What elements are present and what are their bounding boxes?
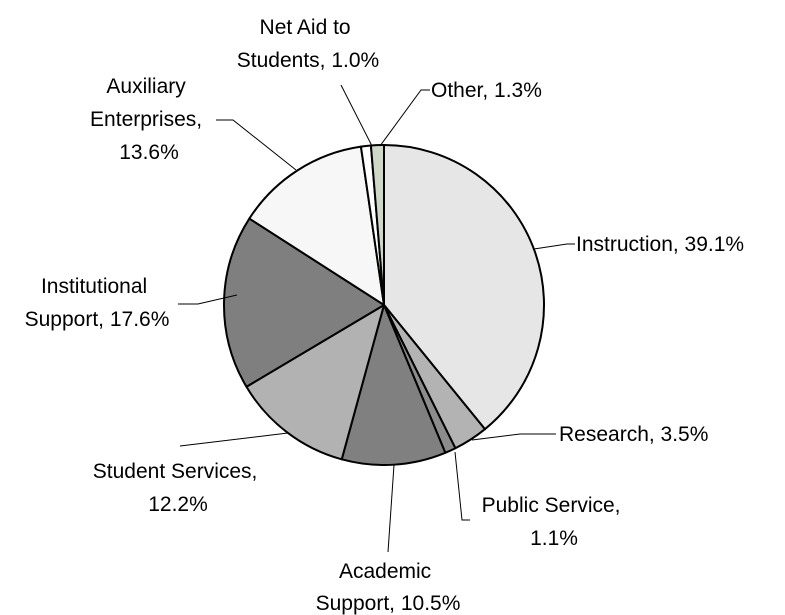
data-label-net-aid-line-1: Net Aid to <box>260 16 351 39</box>
data-label-research: Research, 3.5% <box>559 423 708 446</box>
data-label-auxiliary-enterprises-line-1: Auxiliary <box>106 75 186 98</box>
data-label-auxiliary-enterprises-line-2: Enterprises, <box>90 108 202 131</box>
pie-slice-6 <box>248 145 385 306</box>
data-label-public-service: Public Service, 1.1% <box>482 494 627 550</box>
pie-slice-0 <box>383 144 545 431</box>
data-label-student-services-line-2: 12.2% <box>148 493 208 516</box>
data-label-student-services: Student Services, 12.2% <box>93 460 263 516</box>
data-label-academic-support: Academic Support, 10.5% <box>316 560 461 615</box>
data-label-instruction-line: Instruction, 39.1% <box>576 233 744 256</box>
leader-line-institutional-support <box>178 294 238 305</box>
leader-line-instruction <box>533 243 575 250</box>
data-label-auxiliary-enterprises: Auxiliary Enterprises, 13.6% <box>90 75 208 164</box>
leader-line-public-service <box>454 451 470 521</box>
data-label-net-aid-line-2: Students, 1.0% <box>237 49 379 72</box>
leader-lines <box>178 84 575 553</box>
data-label-academic-support-line-2: Support, 10.5% <box>316 592 461 615</box>
pie-slice-4 <box>245 304 385 461</box>
leader-line-other <box>379 89 430 147</box>
data-label-public-service-line-2: 1.1% <box>530 527 578 550</box>
data-label-public-service-line-1: Public Service, <box>482 494 621 517</box>
data-labels: Instruction, 39.1% Research, 3.5% Public… <box>25 16 744 615</box>
data-label-instruction: Instruction, 39.1% <box>576 233 744 256</box>
pie-slice-3 <box>340 304 447 466</box>
pie-slice-5 <box>223 217 385 388</box>
data-label-other: Other, 1.3% <box>431 79 542 102</box>
data-label-institutional-support-line-2: Support, 17.6% <box>25 308 170 331</box>
leader-line-net-aid <box>340 84 373 147</box>
data-label-institutional-support-line-1: Institutional <box>41 275 147 298</box>
data-label-net-aid: Net Aid to Students, 1.0% <box>237 16 379 72</box>
leader-line-academic-support <box>387 464 395 553</box>
leader-line-research <box>471 433 556 441</box>
data-label-institutional-support: Institutional Support, 17.6% <box>25 275 170 331</box>
data-label-other-line: Other, 1.3% <box>431 79 542 102</box>
data-label-academic-support-line-1: Academic <box>339 560 431 583</box>
data-label-research-line: Research, 3.5% <box>559 423 708 446</box>
leader-line-auxiliary-enterprises <box>216 119 297 171</box>
pie-slices <box>223 143 545 466</box>
leader-line-student-services <box>179 432 289 447</box>
data-label-auxiliary-enterprises-line-3: 13.6% <box>119 141 179 164</box>
pie-slice-8 <box>369 143 385 306</box>
data-label-student-services-line-1: Student Services, <box>93 460 258 483</box>
